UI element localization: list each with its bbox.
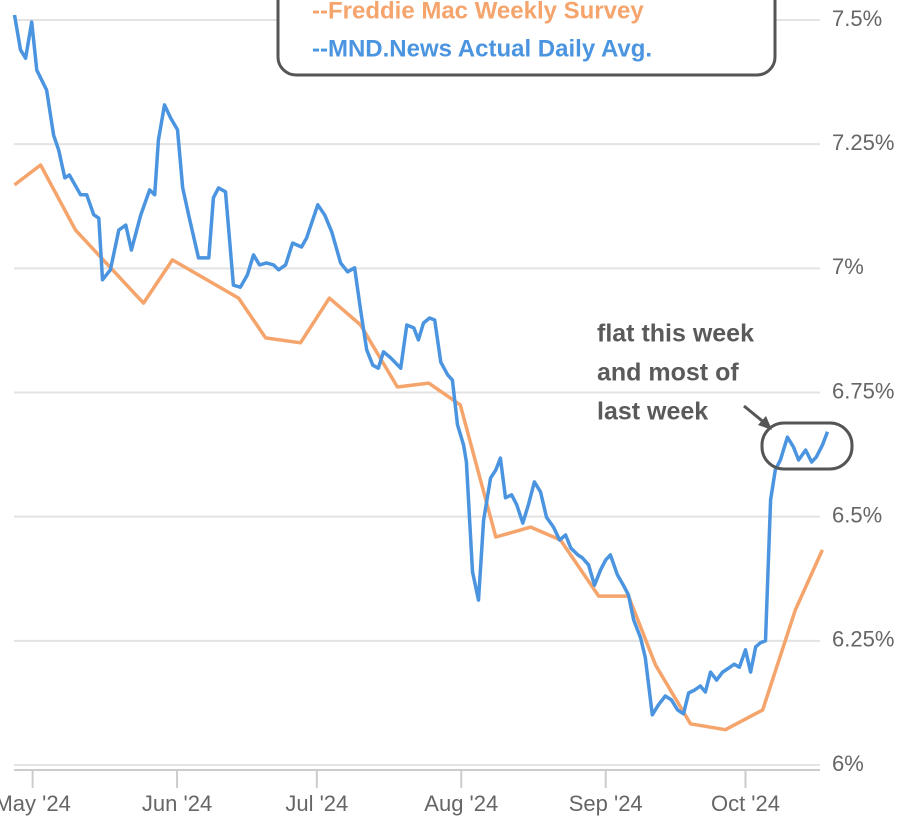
annotation: flat this week [597,320,754,348]
series-line [13,163,824,732]
y-tick-label: 6.5% [832,502,882,527]
x-tick-label: Aug '24 [424,791,498,816]
x-tick-label: Oct '24 [711,791,780,816]
y-tick-label: 7.25% [832,130,894,155]
x-tick-label: May '24 [0,791,71,816]
legend-entry: --Freddie Mac Weekly Survey [312,0,644,24]
legend-box [276,0,777,77]
grid: 6% 6.25% 6.5% 6.75% 7% 7.25% 7.5% May '24 Jun '2… [0,6,894,816]
legend: --Freddie Mac Weekly Survey --MND.News Ac… [312,0,652,62]
x-tick-label: Jul '24 [285,791,348,816]
x-tick-label: Sep '24 [569,791,643,816]
y-tick-label: 7.5% [832,6,882,31]
series-line [12,14,830,717]
x-tick-label: Jun '24 [142,791,212,816]
annotation-arrowhead [758,416,772,430]
y-tick-label: 6% [832,751,864,776]
y-tick-label: 6.25% [832,627,894,652]
plot [12,14,830,732]
highlight-box [760,421,854,471]
legend-entry: --MND.News Actual Daily Avg. [312,35,652,62]
y-tick-label: 6.75% [832,378,894,403]
y-tick-label: 7% [832,254,864,279]
annotation: last week [597,398,708,426]
annotation: and most of [597,359,739,387]
